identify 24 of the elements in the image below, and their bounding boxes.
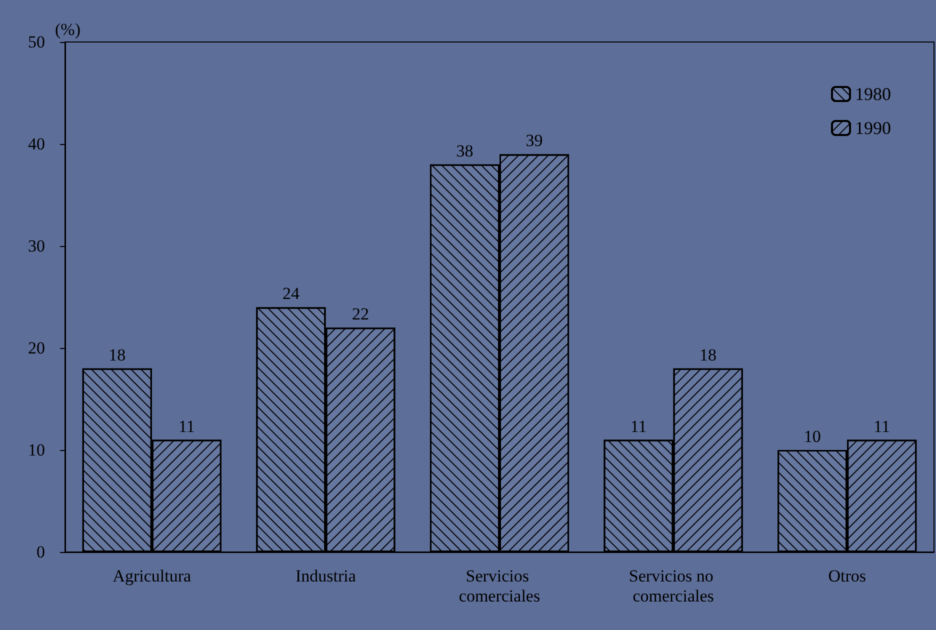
data-label: 18 (108, 345, 126, 364)
y-tick-label: 40 (28, 134, 45, 154)
y-tick-label: 0 (36, 542, 45, 562)
data-label: 11 (178, 416, 195, 436)
data-label: 18 (700, 345, 717, 364)
y-tick-label: 50 (28, 32, 45, 52)
y-tick-label: 30 (28, 236, 45, 256)
x-tick-label: Otros (828, 566, 866, 586)
x-tick-label: Agricultura (112, 566, 192, 586)
x-tick-label: Industria (295, 566, 356, 586)
x-tick-label: Servicios comerciales (458, 566, 540, 606)
y-tick-label: 10 (28, 440, 45, 460)
y-tick-label: 20 (28, 338, 45, 358)
data-label: 39 (526, 131, 543, 150)
data-label: 11 (874, 416, 890, 436)
data-label: 10 (804, 427, 821, 446)
data-label: 24 (282, 284, 300, 304)
legend-label: 1990 (855, 118, 891, 138)
y-axis-title: (%) (55, 20, 80, 39)
x-tick-label: Servicios no comerciales (628, 566, 718, 606)
data-label: 22 (352, 304, 369, 324)
data-label: 11 (630, 416, 647, 436)
legend-label: 1980 (855, 84, 891, 104)
data-label: 38 (456, 141, 474, 160)
